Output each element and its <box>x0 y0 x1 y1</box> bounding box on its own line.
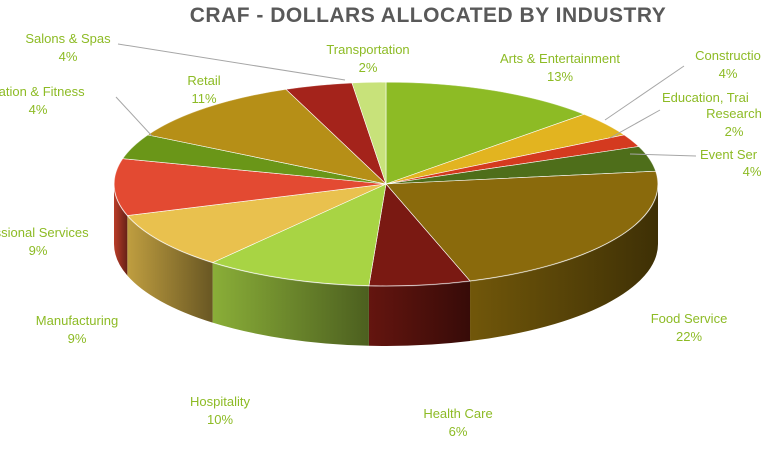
pie-slice-transportation <box>351 81 387 185</box>
data-label-construction: Constructio <box>695 48 761 63</box>
data-label-health-care: Health Care <box>423 406 492 421</box>
data-label-retail: Retail <box>187 73 220 88</box>
leader-line-education-training-research <box>609 109 661 139</box>
leader-line-construction <box>604 65 685 121</box>
data-value-salons-spas: 4% <box>59 49 78 64</box>
data-label-education-training-research-line2: Research <box>706 106 762 121</box>
pie-slice-hospitality <box>211 183 387 287</box>
data-value-food-service: 22% <box>676 329 702 344</box>
data-label-arts-entertainment: Arts & Entertainment <box>500 51 620 66</box>
data-label-transportation: Transportation <box>326 42 409 57</box>
pie-top <box>113 81 659 287</box>
data-label-recreation-fitness: eation & Fitness <box>0 84 85 99</box>
pie-slice-professional-services <box>113 158 387 216</box>
data-value-hospitality: 10% <box>207 412 233 427</box>
pie-side-professional-services <box>114 184 128 276</box>
data-value-construction: 4% <box>719 66 738 81</box>
pie-slice-retail <box>146 88 387 185</box>
data-label-salons-spas: Salons & Spas <box>25 31 111 46</box>
pie-slice-food-service <box>385 170 659 282</box>
data-label-hospitality: Hospitality <box>190 394 250 409</box>
leader-line-salons-spas <box>117 43 346 81</box>
data-value-health-care: 6% <box>449 424 468 439</box>
pie-slice-manufacturing <box>126 183 387 263</box>
pie-side-manufacturing <box>127 215 213 323</box>
data-value-arts-entertainment: 13% <box>547 69 573 84</box>
pie-side-hospitality <box>212 262 369 346</box>
data-label-manufacturing: Manufacturing <box>36 313 118 328</box>
data-value-recreation-fitness: 4% <box>29 102 48 117</box>
data-value-manufacturing: 9% <box>68 331 87 346</box>
leader-line-recreation-fitness <box>115 96 153 137</box>
pie-side-walls <box>114 184 658 347</box>
data-label-education-training-research: Education, Trai <box>662 90 749 105</box>
data-value-transportation: 2% <box>359 60 378 75</box>
data-labels: Arts & Entertainment 13% Constructio 4% Educ… <box>0 31 762 439</box>
pie-slice-arts-entertainment <box>385 81 586 185</box>
data-label-event-services: Event Ser <box>700 147 758 162</box>
chart-title: CRAF - DOLLARS ALLOCATED BY INDUSTRY <box>189 4 667 27</box>
leader-line-event-services <box>629 153 697 157</box>
data-label-food-service: Food Service <box>651 311 728 326</box>
data-value-event-services: 4% <box>743 164 762 179</box>
data-value-professional-services: 9% <box>29 243 48 258</box>
pie-side-health-care <box>368 281 471 347</box>
data-label-professional-services: essional Services <box>0 225 89 240</box>
data-value-retail: 11% <box>191 91 216 106</box>
data-value-education-training-research: 2% <box>725 124 744 139</box>
pie-side-food-service <box>470 184 658 342</box>
